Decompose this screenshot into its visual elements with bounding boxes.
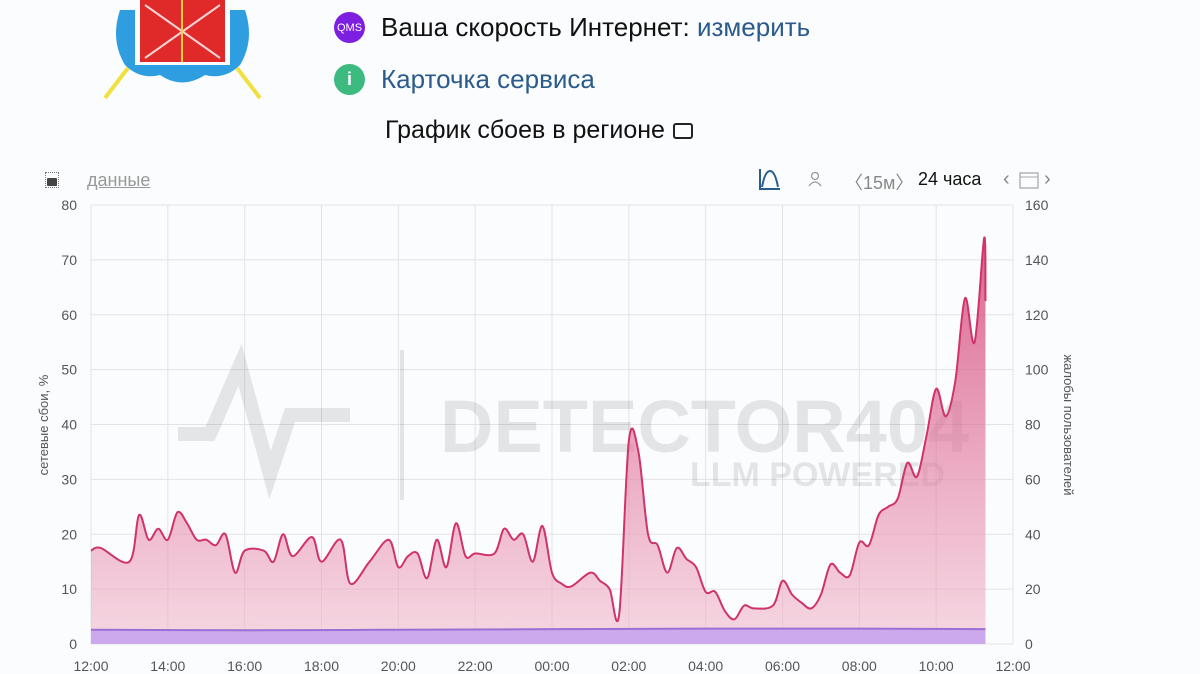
y-left-tick: 10 xyxy=(61,581,77,597)
watermark-line1: DETECTOR404 xyxy=(440,385,969,468)
info-icon: i xyxy=(334,64,365,95)
calendar-icon[interactable] xyxy=(1018,170,1040,190)
chart-title-row: График сбоев в регионе xyxy=(385,116,693,145)
period-selector[interactable]: 24 часа xyxy=(918,169,982,189)
x-tick: 20:00 xyxy=(381,658,416,674)
y-right-tick: 40 xyxy=(1025,526,1041,542)
y-left-tick: 70 xyxy=(61,252,77,268)
speed-row: QMS Ваша скорость Интернет: измерить xyxy=(334,12,810,43)
outage-chart: DETECTOR404 LLM POWERED 0 0 10 20 20 40 30 60 40… xyxy=(36,197,1076,674)
y-right-tick: 120 xyxy=(1025,307,1049,323)
camera-icon[interactable] xyxy=(44,172,60,188)
service-card-link[interactable]: Карточка сервиса xyxy=(381,64,595,94)
y-left-tick: 60 xyxy=(61,307,77,323)
x-tick: 00:00 xyxy=(534,658,569,674)
y-right-tick: 0 xyxy=(1025,636,1033,652)
y-right-tick: 80 xyxy=(1025,417,1041,433)
x-tick: 08:00 xyxy=(842,658,877,674)
failures-area xyxy=(91,628,986,644)
x-tick: 16:00 xyxy=(227,658,262,674)
y-left-label: сетевые сбои, % xyxy=(36,374,51,475)
interval-selector[interactable]: 〈15м〉 xyxy=(845,173,914,193)
x-tick: 18:00 xyxy=(304,658,339,674)
chart-mode-icon[interactable] xyxy=(757,167,783,191)
monitor-icon[interactable] xyxy=(672,122,693,139)
x-tick: 12:00 xyxy=(73,658,108,674)
x-tick: 14:00 xyxy=(150,658,185,674)
x-tick: 22:00 xyxy=(458,658,493,674)
y-right-tick: 160 xyxy=(1025,197,1049,213)
speed-measure-link[interactable]: измерить xyxy=(696,12,811,42)
y-right-tick: 60 xyxy=(1025,471,1041,487)
complaints-line xyxy=(90,236,987,623)
x-tick: 12:00 xyxy=(995,658,1030,674)
qms-icon: QMS xyxy=(334,12,365,43)
y-left-tick: 80 xyxy=(61,197,77,213)
speed-label: Ваша скорость Интернет: xyxy=(381,12,690,42)
y-left-tick: 20 xyxy=(61,526,77,542)
y-left-tick: 50 xyxy=(61,362,77,378)
y-left-tick: 40 xyxy=(61,417,77,433)
coat-of-arms-logo xyxy=(103,0,262,100)
x-tick: 06:00 xyxy=(765,658,800,674)
watermark: DETECTOR404 LLM POWERED xyxy=(178,343,969,500)
x-tick: 10:00 xyxy=(919,658,954,674)
prev-period-icon[interactable]: ‹ xyxy=(1003,168,1010,190)
y-left-tick: 30 xyxy=(61,471,77,487)
x-tick: 04:00 xyxy=(688,658,723,674)
x-tick: 02:00 xyxy=(611,658,646,674)
chart-title: График сбоев в регионе xyxy=(385,116,665,144)
service-card-row[interactable]: i Карточка сервиса xyxy=(334,64,595,95)
next-period-icon[interactable]: › xyxy=(1044,168,1051,190)
y-right-label: жалобы пользователей xyxy=(1061,354,1076,495)
y-right-tick: 20 xyxy=(1025,581,1041,597)
y-left-tick: 0 xyxy=(69,636,77,652)
y-right-tick: 140 xyxy=(1025,252,1049,268)
data-link[interactable]: данные xyxy=(87,170,151,190)
user-icon[interactable] xyxy=(806,170,824,188)
y-right-tick: 100 xyxy=(1025,362,1049,378)
